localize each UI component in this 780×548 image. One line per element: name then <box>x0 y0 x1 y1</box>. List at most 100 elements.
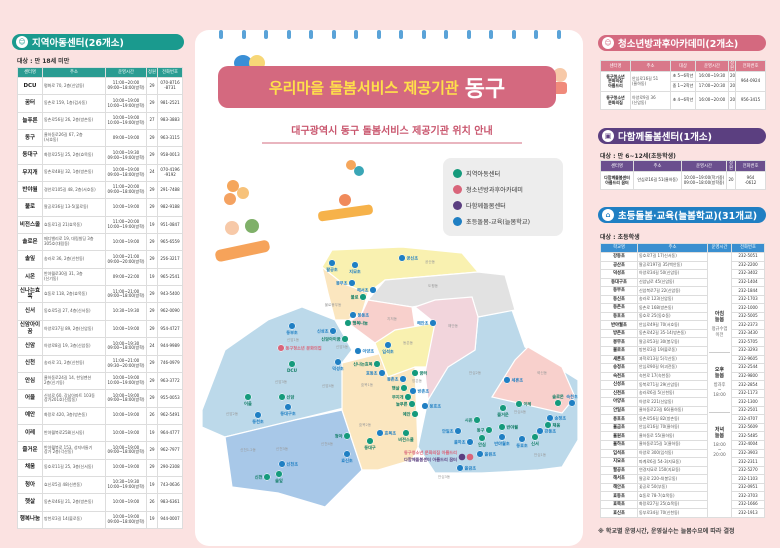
child-center-icon <box>411 369 419 377</box>
child-center-label: 채움 <box>553 422 561 429</box>
binder-ring-icon <box>399 30 403 39</box>
youth-section-header: ☺ 청소년방과후아카데미(2개소) <box>598 35 766 51</box>
table-row: 시온 반야월로30길 31, 3층 (신기동) 09:00~22:00 19 965-2… <box>17 267 183 287</box>
binder-ring-icon <box>264 30 268 39</box>
column-header: 전화번호 <box>735 59 766 73</box>
address: 동부로34길 70(신천동) <box>637 508 708 518</box>
child-center-icon <box>408 400 416 408</box>
school-label: 방촌초 <box>418 388 430 395</box>
school-icon <box>498 433 506 441</box>
school-icon <box>453 216 462 226</box>
address: 안심로90길 9(괴전동) <box>637 363 708 373</box>
child-center-label: 반야월 <box>507 424 519 431</box>
subtitle: 대구광역시 동구 돌봄서비스 제공기관 위치 안내 <box>262 122 522 144</box>
center-name: 신서 <box>17 302 43 321</box>
hours: 10:00~19:00 10:00~19:00(방학) <box>105 371 147 391</box>
table-row: 동신초 송라로 123(신암동) 232-1703 <box>600 294 765 305</box>
child-center-label: 어울 <box>244 400 252 407</box>
school-label: 동촌초 <box>387 376 399 383</box>
legend-item: 지역아동센터 <box>453 165 553 181</box>
school-label: 세흔초 <box>512 377 524 384</box>
dong-label: 신천1.2동 <box>240 447 256 452</box>
column-header: 주소 <box>630 59 671 73</box>
column-header: 전화번호 <box>735 159 766 173</box>
school-name: 신성초 <box>600 380 638 390</box>
child-center-label: 솔잎 <box>275 477 283 484</box>
table-row: 효목초 화랑로27길 25(효목동) 232-1666 <box>600 499 765 510</box>
school-icon <box>476 450 484 458</box>
phone: 964-4777 <box>157 423 183 443</box>
table-row: 행복나눔 방천로3길 14(불로동) 10:00~19:00 09:00~18:00… <box>17 510 183 529</box>
school-section-header: ⌂ 초등돌봄·교육(늘봄학교)(31개교) <box>598 207 766 223</box>
target-grade: 중 1~2학년 <box>670 81 696 93</box>
table-row: 동대구 화랑로25길 25, 2층(효목동) 10:00~19:30 09:00~1… <box>17 146 183 165</box>
school-icon <box>456 464 464 472</box>
address: 송라로 123(신암동) <box>637 294 708 305</box>
address: 안심로16길 51 (율하동) <box>630 71 671 93</box>
school-name: 방촌초 <box>600 328 638 339</box>
address: 화랑로27길 25(효목동) <box>637 499 708 510</box>
school-icon <box>454 427 462 435</box>
child-center-label: 동대구 <box>364 444 376 451</box>
school-icon <box>348 279 356 287</box>
phone: 232-0951 <box>731 482 765 493</box>
child-center-icon <box>531 433 539 441</box>
phone: 232-1404 <box>731 277 765 288</box>
school-icon <box>349 311 357 319</box>
child-center-icon <box>400 384 408 392</box>
address: 팔공로197길 35(백안동) <box>637 260 708 271</box>
capacity: 20 <box>726 171 736 191</box>
table-row: 율금초 안심로16길 70(율하동) 232-5609 <box>600 422 765 433</box>
table-row: 신암아이꿈 아양로37길 89, 2층(신암동) 10:00~19:00 29 954-… <box>17 319 183 339</box>
school-name: 효목초 <box>600 499 638 510</box>
table-row: 신나는효목 효동로 118, 2층(효목동) 11:00~21:00 09:00~1… <box>17 285 183 304</box>
school-name: 효동초 <box>600 491 638 501</box>
address: 연경지묘로 150(지묘동) <box>637 465 708 476</box>
dong-label: 공산동 <box>425 259 436 264</box>
address: 방천로3길 19(불로동) <box>637 346 708 356</box>
phone: 232-3430 <box>731 328 765 339</box>
youth-academy-icon <box>453 184 462 194</box>
phone: 955-0053 <box>157 389 183 408</box>
child-center-icon <box>275 470 283 478</box>
binder-ring-icon <box>421 30 426 39</box>
school-name: 숙천초 <box>600 371 638 382</box>
school-label: 율하초 <box>454 439 466 446</box>
table-row: 아양초 아양로 221(신암동) 232-1300 <box>600 397 765 407</box>
center-name: 즐거운 <box>17 441 43 460</box>
child-center-icon <box>344 319 352 327</box>
hours: 16:00~20:00 <box>695 91 729 111</box>
school-label: 강동초 <box>545 428 557 435</box>
child-center-icon <box>278 393 286 401</box>
school-label: 율원초 <box>485 451 497 458</box>
phone: 964-0924 <box>735 71 766 93</box>
child-center-label: 청아 <box>335 433 343 440</box>
target-grade: 초 5~6학년 <box>670 71 696 83</box>
column-header: 센터명 <box>600 159 634 173</box>
phone: 232-1173 <box>731 388 765 399</box>
child-center-icon <box>288 360 296 368</box>
left-target: 대상 : 만 18세 미만 <box>17 58 70 65</box>
phone: 944-9989 <box>157 337 183 356</box>
phone: 743-0636 <box>157 475 183 495</box>
phone: 232-1703 <box>731 294 765 305</box>
table-header-row: 센터명 주소 운영시간 정원 전화번호 <box>600 159 766 173</box>
table-row: 청아 효신로5길 48(신천동) 10:30~19:30 10:00~19:00(방… <box>17 475 183 495</box>
phone: 232-4707 <box>731 414 765 424</box>
binder-ring-icon <box>309 30 313 39</box>
child-center-label: 행복나눔 <box>353 320 369 327</box>
school-name: 팔공초 <box>600 465 638 476</box>
community-care-icon: ▣ <box>602 130 614 142</box>
school-target: 대상 : 초등학생 <box>600 234 640 241</box>
school-label: 신성초 <box>317 328 329 335</box>
address: 안심로16길 70(율하동) <box>637 422 708 433</box>
table-row: 솔잎 송라로 36, 2층(신천동) 10:00~21:00 09:00~20:00… <box>17 250 183 269</box>
legend-item: 청소년방과후아카데미 <box>453 181 553 197</box>
school-icon <box>568 399 576 407</box>
table-row: 용호초 동촌로56길 82(방촌동) 232-4707 <box>600 414 765 424</box>
phone: 232-5005 <box>731 311 765 322</box>
table-row: 안심 율하동로24길 14, 한일맨션 2층(신기동) 10:00~19:00 10… <box>17 371 183 391</box>
child-center-label: 시온 <box>465 417 473 424</box>
table-header-row: 센터명 주소 운영시간 정원 전화번호 <box>17 67 183 78</box>
